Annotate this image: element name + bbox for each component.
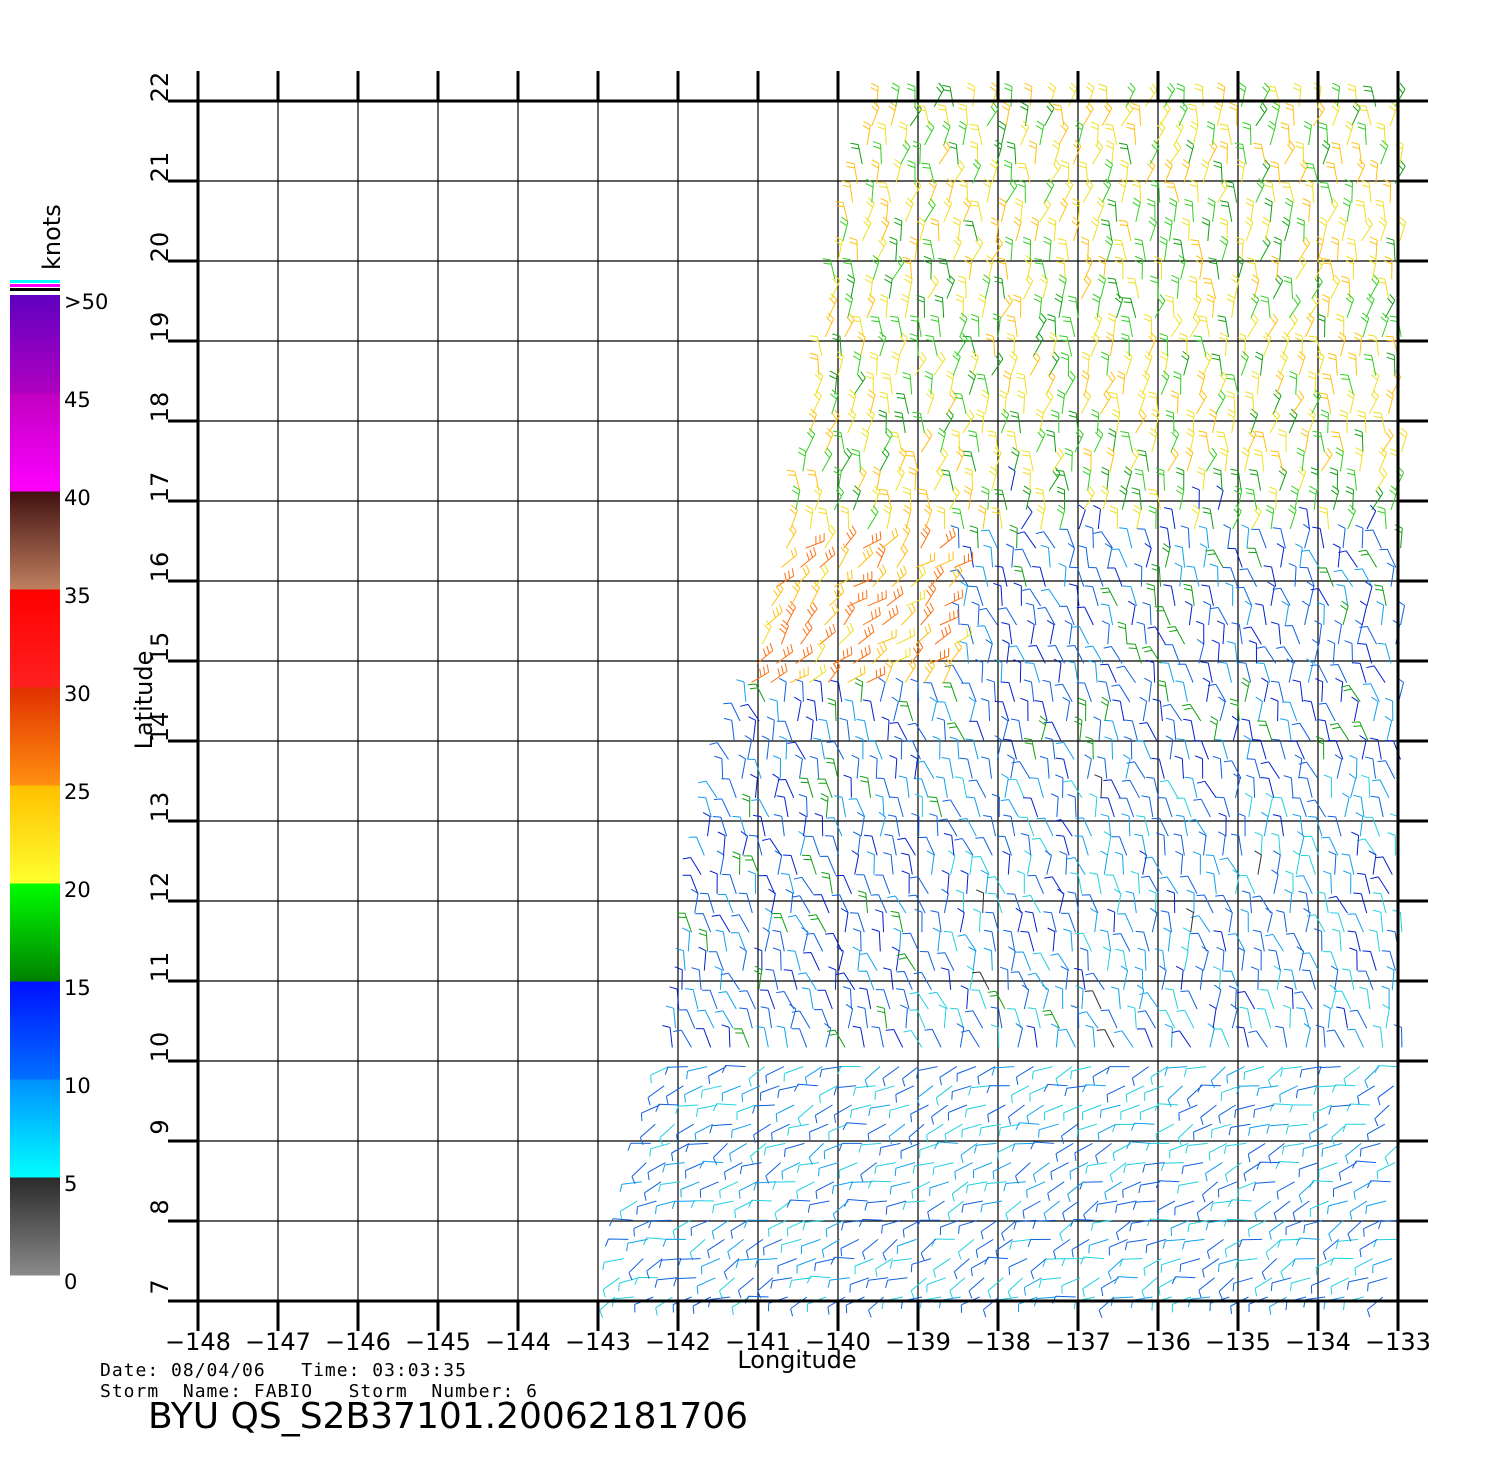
x-axis-title: Longitude (737, 1346, 856, 1374)
y-tick-label: 18 (146, 392, 174, 423)
y-tick-label: 10 (146, 1032, 174, 1063)
wind-barb-group (676, 82, 1406, 1048)
colorbar-label: 30 (64, 682, 91, 706)
colorbar-segment-10-15 (10, 981, 60, 1080)
colorbar-label: 0 (64, 1270, 77, 1294)
product-title: BYU QS_S2B37101.20062181706 (148, 1396, 749, 1437)
x-tick-label: −147 (245, 1328, 311, 1356)
y-tick-label: 7 (146, 1279, 174, 1294)
colorbar-overflow-band (10, 280, 60, 283)
colorbar-segment-20-25 (10, 785, 60, 884)
colorbar-label: 45 (64, 388, 91, 412)
colorbar-segment-45-50 (10, 295, 60, 394)
y-tick-label: 22 (146, 72, 174, 103)
x-tick-label: −142 (645, 1328, 711, 1356)
plot-frame (168, 71, 1428, 1331)
colorbar-label: >50 (64, 290, 108, 314)
x-tick-label: −137 (1045, 1328, 1111, 1356)
y-tick-label: 19 (146, 312, 174, 343)
wind-barbs (599, 82, 1408, 1318)
y-tick-label: 20 (146, 232, 174, 263)
colorbar-label: 20 (64, 878, 91, 902)
x-tick-label: −140 (805, 1328, 871, 1356)
y-tick-label: 13 (146, 792, 174, 823)
colorbar-overflow-band (10, 284, 60, 287)
colorbar-overflow-band (10, 288, 60, 291)
y-tick-label: 8 (146, 1199, 174, 1214)
y-tick-label: 11 (146, 952, 174, 983)
colorbar-segment-40-45 (10, 393, 60, 492)
y-tick-labels: 7 8 9 10 11 12 13 14 15 16 17 18 19 20 21 22 (146, 72, 174, 1295)
y-tick-label: 16 (146, 552, 174, 583)
wind-barb-group (604, 523, 1405, 1318)
y-tick-label: 12 (146, 872, 174, 903)
colorbar-label: 10 (64, 1074, 91, 1098)
x-tick-label: −145 (405, 1328, 471, 1356)
y-tick-label: 14 (146, 712, 174, 743)
wind-barb-group (662, 466, 1401, 1048)
x-tick-label: −141 (725, 1328, 791, 1356)
x-tick-label: −138 (965, 1328, 1031, 1356)
x-tick-label: −139 (885, 1328, 951, 1356)
colorbar-label: 15 (64, 976, 91, 1000)
colorbar-label: 25 (64, 780, 91, 804)
x-tick-label: −146 (325, 1328, 391, 1356)
colorbar-label: 5 (64, 1172, 77, 1196)
y-tick-label: 21 (146, 152, 174, 183)
colorbar-segment-15-20 (10, 883, 60, 982)
colorbar-segment-30-35 (10, 589, 60, 688)
y-axis-title: Latitude (130, 651, 158, 750)
colorbar-label: 40 (64, 486, 91, 510)
colorbar-segment-5-10 (10, 1079, 60, 1178)
x-tick-label: −144 (485, 1328, 551, 1356)
grid-lines (197, 100, 1399, 1302)
x-tick-label: −135 (1205, 1328, 1271, 1356)
wind-barb-group (766, 82, 1402, 684)
colorbar-segment-35-40 (10, 491, 60, 590)
wind-barb-group (751, 524, 974, 684)
colorbar-label: 35 (64, 584, 91, 608)
colorbar-unit-label: knots (38, 204, 66, 270)
y-tick-label: 9 (146, 1119, 174, 1134)
x-tick-label: −136 (1125, 1328, 1191, 1356)
x-tick-label: −148 (165, 1328, 231, 1356)
wind-barb-group (792, 82, 1405, 530)
storm-info-line: Storm Name: FABIO Storm Number: 6 (100, 1381, 538, 1402)
colorbar-segment-0-5 (10, 1177, 60, 1276)
y-tick-label: 15 (146, 632, 174, 663)
colorbar-segment-25-30 (10, 687, 60, 786)
wind-barb-group (761, 82, 1408, 684)
wind-barb-group (599, 774, 1403, 1318)
y-tick-label: 17 (146, 472, 174, 503)
colorbar: >50 45 40 35 30 25 20 15 10 5 0 (10, 280, 108, 1294)
x-tick-label: −143 (565, 1328, 631, 1356)
wind-barb-group (619, 524, 1395, 1315)
wind-barb-group (971, 774, 1262, 1048)
x-tick-label: −134 (1285, 1328, 1351, 1356)
date-time-line: Date: 08/04/06 Time: 03:03:35 (100, 1360, 467, 1381)
x-tick-labels: −148 −147 −146 −145 −144 −143 −142 −141 −140 −139… (165, 1328, 1431, 1356)
x-tick-label: −133 (1365, 1328, 1431, 1356)
